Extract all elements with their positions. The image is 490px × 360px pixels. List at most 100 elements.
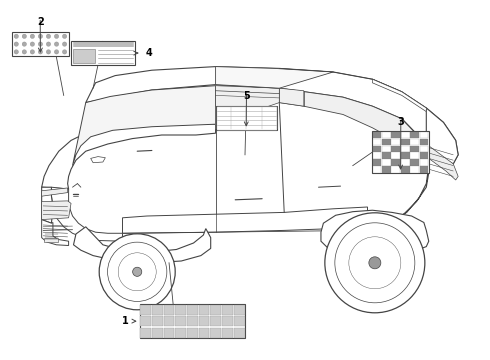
Bar xyxy=(71,41,135,65)
Bar xyxy=(382,159,391,166)
Bar xyxy=(210,305,221,315)
Bar xyxy=(187,316,197,327)
Circle shape xyxy=(46,42,50,46)
Bar xyxy=(382,152,391,159)
Bar xyxy=(373,152,382,159)
Bar xyxy=(401,166,410,172)
Bar xyxy=(222,305,233,315)
Bar xyxy=(164,328,174,338)
Bar xyxy=(410,139,419,145)
Circle shape xyxy=(14,34,19,39)
Circle shape xyxy=(54,34,59,39)
Circle shape xyxy=(369,257,381,269)
Bar xyxy=(392,139,400,145)
Bar xyxy=(410,152,419,159)
Text: 3: 3 xyxy=(397,117,404,127)
Bar xyxy=(373,159,382,166)
Circle shape xyxy=(30,42,35,46)
Bar xyxy=(164,305,174,315)
Polygon shape xyxy=(372,79,426,112)
Polygon shape xyxy=(363,108,458,225)
Bar xyxy=(210,316,221,327)
Circle shape xyxy=(54,50,59,54)
Bar xyxy=(152,305,163,315)
Bar xyxy=(175,328,186,338)
Bar xyxy=(382,139,391,145)
Bar xyxy=(410,166,419,172)
Circle shape xyxy=(325,213,425,313)
Circle shape xyxy=(46,34,50,39)
Bar xyxy=(140,305,151,315)
Bar xyxy=(419,166,428,172)
Polygon shape xyxy=(216,86,279,124)
Bar xyxy=(373,166,382,172)
Polygon shape xyxy=(42,220,69,246)
Polygon shape xyxy=(321,210,429,253)
Bar xyxy=(187,305,197,315)
Bar xyxy=(198,316,209,327)
Bar xyxy=(401,159,410,166)
Polygon shape xyxy=(122,207,368,233)
Text: 5: 5 xyxy=(243,91,250,102)
Circle shape xyxy=(62,34,67,39)
Bar xyxy=(152,316,163,327)
Bar xyxy=(164,316,174,327)
Polygon shape xyxy=(42,187,53,223)
Bar xyxy=(175,305,186,315)
Polygon shape xyxy=(42,122,216,189)
Bar xyxy=(373,139,382,145)
Bar xyxy=(12,32,69,56)
Bar xyxy=(419,139,428,145)
Bar xyxy=(401,145,410,152)
Polygon shape xyxy=(74,227,211,263)
Bar xyxy=(175,316,186,327)
Bar xyxy=(419,132,428,138)
Circle shape xyxy=(54,42,59,46)
Polygon shape xyxy=(279,88,426,151)
Polygon shape xyxy=(279,88,304,106)
Bar xyxy=(410,132,419,138)
Circle shape xyxy=(22,34,26,39)
Circle shape xyxy=(46,50,50,54)
Bar xyxy=(382,145,391,152)
Text: 2: 2 xyxy=(37,17,44,27)
Circle shape xyxy=(335,223,415,303)
Bar xyxy=(372,131,429,173)
Bar xyxy=(140,316,151,327)
Polygon shape xyxy=(42,201,71,220)
Bar xyxy=(234,328,245,338)
Polygon shape xyxy=(426,144,458,180)
Bar xyxy=(401,139,410,145)
Circle shape xyxy=(38,34,43,39)
Bar xyxy=(198,328,209,338)
Bar xyxy=(234,316,245,327)
Circle shape xyxy=(30,34,35,39)
Polygon shape xyxy=(73,86,216,166)
Bar xyxy=(222,328,233,338)
Circle shape xyxy=(108,242,167,301)
Circle shape xyxy=(38,50,43,54)
Circle shape xyxy=(38,42,43,46)
Polygon shape xyxy=(216,67,333,88)
Bar xyxy=(216,106,277,130)
Bar xyxy=(222,316,233,327)
Bar xyxy=(392,132,400,138)
Bar xyxy=(373,145,382,152)
Polygon shape xyxy=(91,157,105,163)
Bar xyxy=(392,152,400,159)
Circle shape xyxy=(14,42,19,46)
Polygon shape xyxy=(44,238,58,242)
Bar xyxy=(187,328,197,338)
Polygon shape xyxy=(42,188,68,196)
Circle shape xyxy=(14,50,19,54)
Bar xyxy=(152,328,163,338)
Text: 4: 4 xyxy=(146,48,152,58)
Circle shape xyxy=(22,50,26,54)
Bar xyxy=(140,328,151,338)
Bar xyxy=(392,159,400,166)
Bar xyxy=(373,132,382,138)
Bar xyxy=(382,166,391,172)
Circle shape xyxy=(133,267,142,276)
Circle shape xyxy=(30,50,35,54)
Bar xyxy=(401,152,410,159)
